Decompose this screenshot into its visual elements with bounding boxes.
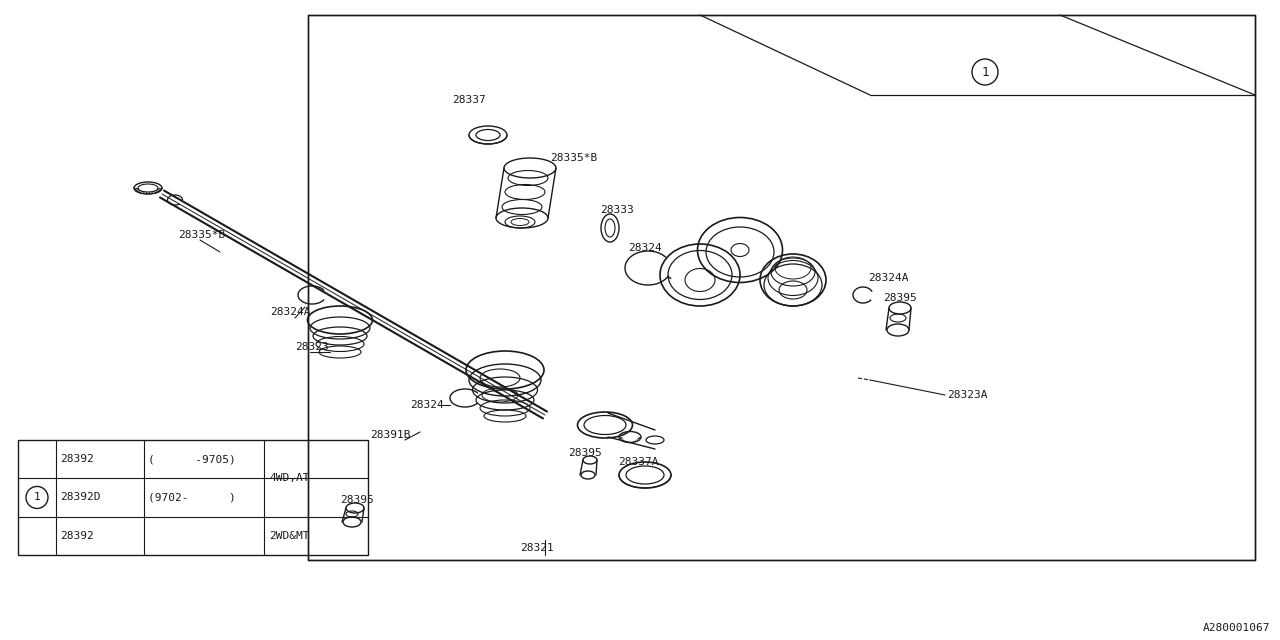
Text: 28337A: 28337A	[618, 457, 658, 467]
Text: A280001067: A280001067	[1202, 623, 1270, 633]
Text: 28335*B: 28335*B	[178, 230, 225, 240]
Text: 28333: 28333	[600, 205, 634, 215]
Bar	[18, 440, 369, 555]
Text: 28392: 28392	[60, 454, 93, 464]
Text: 28324: 28324	[410, 400, 444, 410]
Text: 28324A: 28324A	[868, 273, 909, 283]
Text: 28323A: 28323A	[947, 390, 987, 400]
Text: (9702-      ): (9702- )	[148, 492, 236, 502]
Text: 28323: 28323	[294, 342, 329, 352]
Text: 28395: 28395	[883, 293, 916, 303]
Text: 28335*B: 28335*B	[550, 153, 598, 163]
Text: 1: 1	[982, 65, 988, 79]
Text: 28321: 28321	[520, 543, 554, 553]
Text: 28395: 28395	[568, 448, 602, 458]
Text: 28337: 28337	[452, 95, 485, 105]
Text: 28395: 28395	[340, 495, 374, 505]
Text: 1: 1	[33, 492, 41, 502]
Text: (      -9705): ( -9705)	[148, 454, 236, 464]
Text: 28391B: 28391B	[370, 430, 411, 440]
Text: 2WD&MT: 2WD&MT	[269, 531, 310, 541]
Text: 28392D: 28392D	[60, 492, 101, 502]
Text: 28324: 28324	[628, 243, 662, 253]
Text: 28324A: 28324A	[270, 307, 311, 317]
Text: 28392: 28392	[60, 531, 93, 541]
Text: 4WD,AT: 4WD,AT	[269, 474, 310, 483]
